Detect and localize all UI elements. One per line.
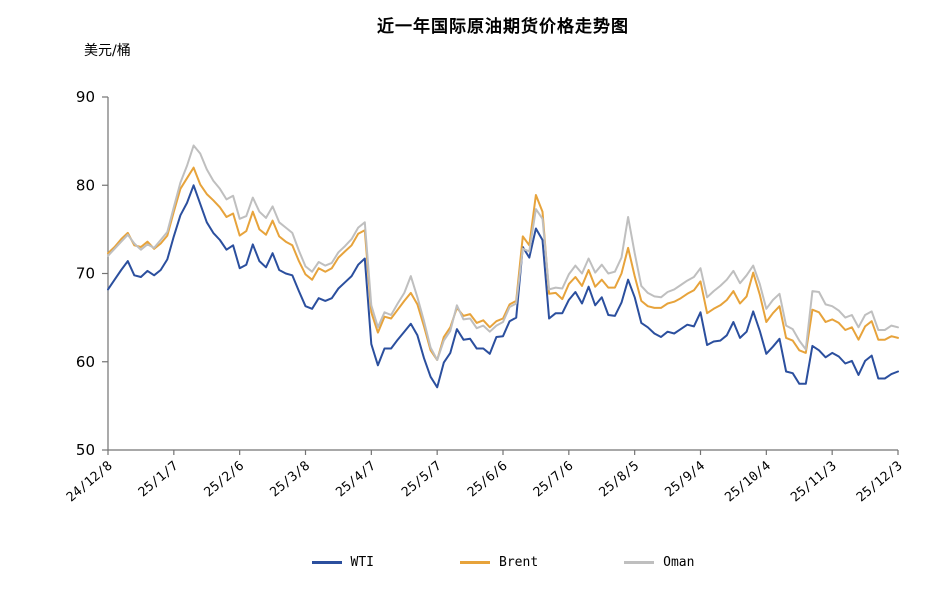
x-tick-label: 25/6/6 [465,459,511,501]
wti-legend-label: WTI [350,555,375,570]
brent-line [107,166,899,361]
x-tick-label: 25/4/7 [333,459,379,501]
x-tick-label: 25/11/3 [788,459,840,506]
chart-title: 近一年国际原油期货价格走势图 [377,17,629,37]
x-tick-label: 25/8/5 [597,459,643,501]
brent-line-swatch [460,561,491,564]
x-tick-label: 25/1/7 [136,459,182,501]
legend-item-wti: WTI [311,555,375,570]
y-tick-label: 60 [76,353,95,371]
wti-line [107,184,899,389]
oman-line-swatch [624,561,655,564]
x-tick-label: 25/3/8 [267,459,313,501]
y-tick-label: 50 [76,441,95,459]
x-tick-label: 25/5/7 [399,459,445,501]
y-tick-label: 90 [76,88,95,106]
legend: WTI Brent Oman [108,555,898,570]
x-tick-label: 25/9/4 [662,458,708,500]
y-tick-label: 70 [76,265,95,283]
x-tick-label: 25/2/6 [202,459,248,501]
x-tick-label: 25/10/4 [722,458,774,505]
y-axis-unit-label: 美元/桶 [84,43,131,59]
oman-line [107,144,899,361]
brent-legend-label: Brent [499,555,539,570]
legend-item-brent: Brent [460,555,538,570]
oman-legend-label: Oman [663,555,695,570]
y-tick-label: 80 [76,176,95,194]
x-tick-label: 24/12/8 [64,459,116,506]
x-tick-label: 25/7/6 [531,459,577,501]
x-tick-label: 25/12/3 [854,459,906,506]
wti-line-swatch [311,561,342,564]
axes [107,97,898,451]
legend-item-oman: Oman [624,555,694,570]
